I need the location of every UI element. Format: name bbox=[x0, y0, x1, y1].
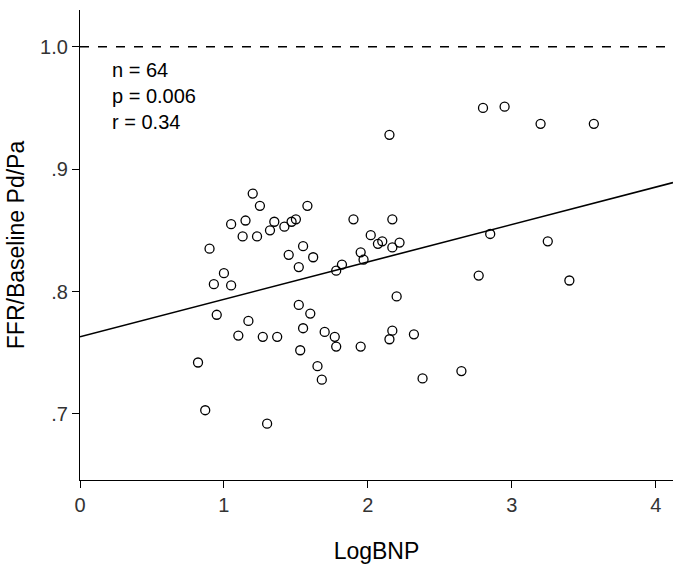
svg-text:1.0: 1.0 bbox=[40, 36, 68, 58]
svg-text:.7: .7 bbox=[51, 403, 68, 425]
svg-text:3: 3 bbox=[506, 494, 517, 516]
svg-text:FFR/Baseline Pd/Pa: FFR/Baseline Pd/Pa bbox=[3, 141, 29, 350]
svg-text:.9: .9 bbox=[51, 158, 68, 180]
svg-text:4: 4 bbox=[650, 494, 661, 516]
svg-text:.8: .8 bbox=[51, 281, 68, 303]
svg-text:2: 2 bbox=[362, 494, 373, 516]
svg-text:n = 64p = 0.006r = 0.34: n = 64p = 0.006r = 0.34 bbox=[112, 59, 196, 133]
svg-text:1: 1 bbox=[218, 494, 229, 516]
svg-text:LogBNP: LogBNP bbox=[334, 538, 420, 564]
svg-text:0: 0 bbox=[74, 494, 85, 516]
